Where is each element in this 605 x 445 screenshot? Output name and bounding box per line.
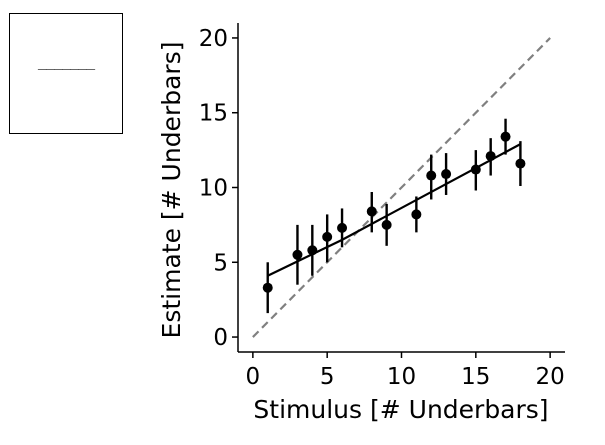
data-point-group xyxy=(366,191,377,233)
data-points-layer xyxy=(262,118,526,314)
y-tick-label: 15 xyxy=(199,101,228,127)
data-point-group xyxy=(307,224,318,276)
data-point-group xyxy=(262,262,273,314)
x-tick-label: 5 xyxy=(320,364,335,390)
data-point xyxy=(307,245,318,256)
data-point xyxy=(411,209,422,220)
x-tick-label: 0 xyxy=(246,364,261,390)
data-point-group xyxy=(381,203,392,246)
data-point xyxy=(337,222,348,233)
identity-line-layer xyxy=(252,37,551,338)
fit-line-layer xyxy=(267,143,521,277)
y-tick-label: 10 xyxy=(199,176,228,202)
data-point xyxy=(381,219,392,230)
fit-line xyxy=(267,143,521,277)
data-point xyxy=(366,206,377,217)
data-point-group xyxy=(322,214,333,263)
data-point xyxy=(322,231,333,242)
data-point-group xyxy=(426,154,437,200)
identity-line xyxy=(252,37,551,338)
data-point-group xyxy=(337,208,348,248)
x-tick-label: 20 xyxy=(535,364,564,390)
data-point-group xyxy=(500,118,511,155)
data-point xyxy=(500,131,511,142)
x-tick-label: 15 xyxy=(461,364,490,390)
data-point-group xyxy=(515,141,526,187)
data-point xyxy=(441,169,452,180)
data-point-group xyxy=(411,196,422,233)
data-point xyxy=(485,151,496,162)
data-point xyxy=(470,164,481,175)
data-point-group xyxy=(292,224,303,285)
x-tick-label: 10 xyxy=(387,364,416,390)
stimulus-example-panel: _______ xyxy=(9,13,123,134)
y-tick-label: 0 xyxy=(213,325,228,351)
data-point xyxy=(515,158,526,169)
ticks-layer: 0 5 10 15 20 0 5 10 15 20 xyxy=(199,26,565,390)
stimulus-underbars: _______ xyxy=(37,52,95,70)
data-point-group xyxy=(470,150,481,191)
y-tick-label: 5 xyxy=(213,250,228,276)
data-point xyxy=(426,170,437,181)
data-point-group xyxy=(485,138,496,176)
data-point-group xyxy=(441,153,452,195)
data-point xyxy=(292,249,303,260)
data-point xyxy=(262,282,273,293)
x-axis-label: Stimulus [# Underbars] xyxy=(253,395,548,424)
y-tick-label: 20 xyxy=(199,26,228,52)
y-axis-label: Estimate [# Underbars] xyxy=(157,42,186,339)
